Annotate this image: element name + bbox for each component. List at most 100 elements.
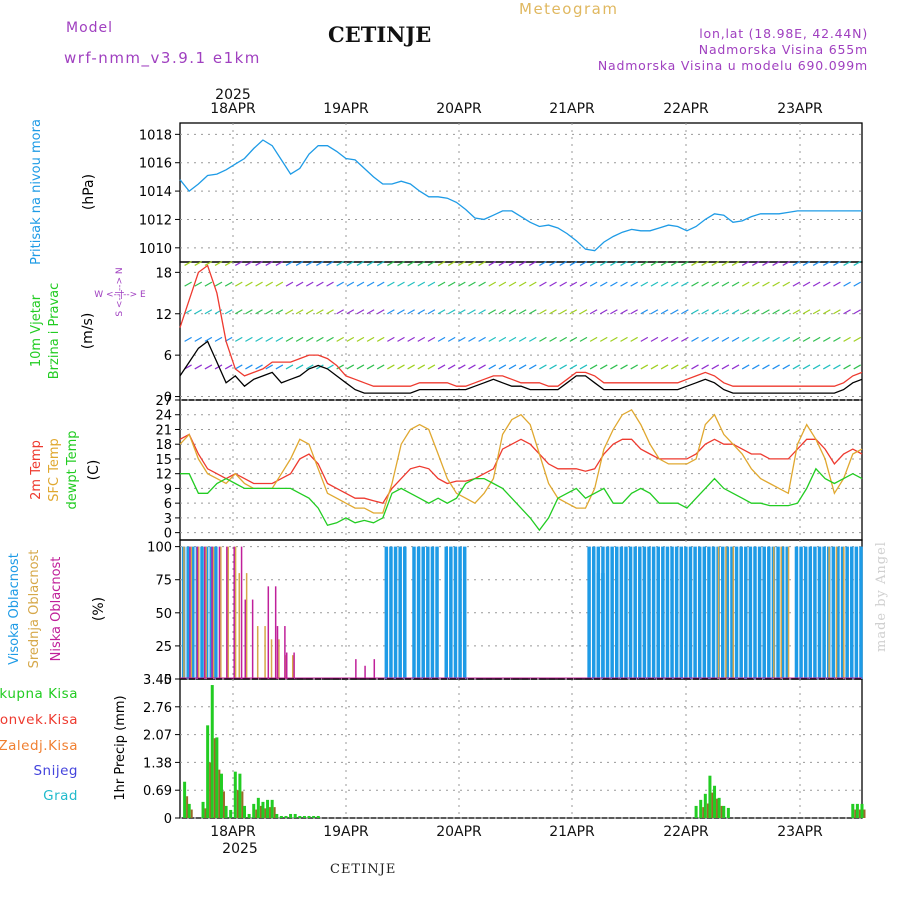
wind-barb — [518, 281, 527, 287]
wind-barb — [508, 336, 517, 342]
wind-barb — [427, 260, 436, 266]
cloud-bar-0 — [191, 546, 195, 679]
precip-bar — [275, 813, 279, 818]
precip-conv-bar — [858, 809, 861, 818]
cloud-bar-2 — [203, 546, 206, 679]
cloud-bar-0 — [389, 546, 393, 679]
precip-bar — [266, 799, 270, 818]
cloud-bar-0 — [670, 546, 674, 679]
precip-conv-bar — [259, 805, 262, 818]
wind-barb — [822, 336, 831, 342]
y-tick-label: 3.45 — [143, 673, 172, 688]
wind-barb — [468, 260, 476, 266]
wind-barb — [579, 309, 588, 315]
precip-conv-bar — [273, 807, 276, 818]
precip-bar — [233, 771, 237, 818]
wind-barb — [833, 260, 841, 266]
wind-barb — [610, 281, 618, 287]
wind-barb — [802, 336, 811, 342]
wind-barb — [822, 309, 831, 315]
wind-barb — [336, 281, 344, 287]
wind-barb — [741, 364, 750, 370]
y-tick-label: 18 — [155, 438, 172, 453]
wind-barb — [762, 260, 770, 266]
cloud-bar-1 — [780, 546, 782, 679]
temp-line-1 — [179, 408, 863, 514]
wind-barb — [579, 364, 588, 370]
precip-conv-bar — [716, 798, 719, 818]
wind-barb — [762, 336, 770, 342]
y-tick-label: 6 — [164, 349, 172, 364]
cloud-bar-0 — [725, 546, 730, 679]
wind-barb — [843, 260, 851, 266]
cloud-side-label-high: Visoka Oblacnost — [7, 553, 22, 665]
wind-barb — [853, 260, 862, 266]
precip-conv-bar — [269, 807, 272, 818]
precip-legend-zaledj: Zaledj.Kisa — [0, 738, 78, 754]
precip-legend-ukupna: Ukupna Kisa — [0, 686, 78, 702]
wind-barb — [245, 309, 253, 315]
wind-barb — [782, 364, 791, 370]
precip-bar — [694, 805, 698, 818]
cloud-bar-0 — [209, 546, 213, 679]
cloud-bar-0 — [615, 546, 619, 679]
wind-barb — [701, 309, 709, 315]
wind-barb — [498, 260, 507, 266]
wind-barb — [620, 260, 628, 266]
wind-barb — [518, 309, 527, 315]
y-tick-label: 24 — [155, 409, 172, 424]
wind-barb — [295, 309, 304, 315]
wind-barb — [569, 364, 578, 370]
precip-bar — [699, 799, 703, 818]
wind-barb — [731, 336, 740, 342]
cloud-bar-0 — [398, 546, 402, 679]
wind-barb — [305, 336, 314, 342]
precip-conv-bar — [218, 769, 221, 818]
wind-barb — [427, 336, 436, 342]
wind-barb — [224, 364, 233, 370]
panel-wind: 18 12 6 0 — [155, 261, 863, 406]
y-tick-label: 75 — [155, 574, 172, 589]
wind-barb — [508, 364, 517, 370]
cloud-bar-0 — [596, 573, 601, 679]
wind-barb — [397, 309, 405, 315]
wind-barb — [812, 281, 821, 287]
cloud-bar-1 — [190, 546, 193, 679]
wind-barb — [630, 260, 638, 266]
wind-barb — [559, 336, 568, 342]
wind-barb — [741, 309, 750, 315]
wind-barb — [437, 281, 446, 287]
precip-conv-bar — [213, 738, 216, 818]
cloud-bar-0 — [444, 546, 449, 679]
wind-barb — [346, 336, 355, 342]
cloud-bar-1 — [773, 546, 775, 679]
panel-frame — [179, 399, 863, 541]
wind-barb — [599, 336, 608, 342]
cloud-bar-0 — [651, 546, 656, 679]
wind-barb — [599, 281, 608, 287]
wind-barb — [802, 309, 811, 315]
wind-barb — [366, 364, 375, 370]
wind-barb — [660, 309, 669, 315]
wind-barb — [305, 281, 314, 287]
wind-barb — [569, 260, 578, 266]
wind-barb — [387, 309, 395, 315]
cloud-bar-1 — [732, 546, 735, 679]
wind-barb — [326, 309, 334, 315]
precip-bar — [298, 815, 302, 818]
model-elevation: Nadmorska Visina u modelu 690.099m — [597, 58, 868, 73]
wind-barb — [802, 364, 811, 370]
cloud-bar-0 — [430, 546, 435, 679]
wind-barb — [316, 336, 324, 342]
wind-barb — [670, 309, 679, 315]
wind-barb — [579, 281, 588, 287]
day-label-bottom: 18APR — [210, 824, 256, 840]
wind-barb — [853, 364, 862, 370]
wind-barb — [589, 309, 598, 315]
cloud-bar-0 — [831, 546, 836, 679]
wind-barb — [458, 309, 466, 315]
panel-pressure: 1018 1016 1014 1012 1010 — [139, 122, 863, 263]
cloud-bar-0 — [421, 546, 425, 679]
wind-barb — [234, 309, 243, 315]
